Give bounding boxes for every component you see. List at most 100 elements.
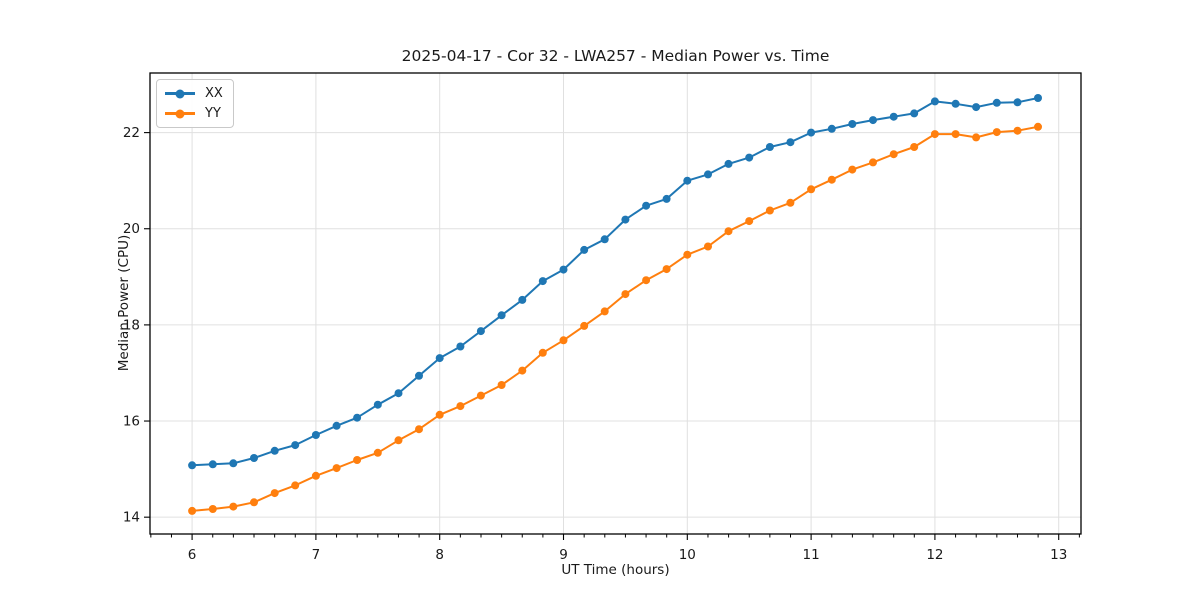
series-xx-point: [538, 277, 547, 286]
series-xx-point: [951, 99, 960, 108]
series-yy-point: [394, 436, 403, 445]
series-xx-point: [889, 112, 898, 121]
series-yy-point: [827, 175, 836, 184]
series-xx-point: [765, 143, 774, 151]
x-tick-label: 6: [188, 547, 197, 563]
series-yy-point: [250, 498, 258, 507]
series-yy-point: [600, 307, 609, 316]
series-xx-point: [662, 194, 671, 203]
series-xx-point: [786, 138, 795, 147]
series-xx-point: [456, 342, 465, 351]
legend-sample-yy: [165, 109, 195, 119]
series-xx-point: [250, 454, 258, 462]
series-yy-point: [1034, 122, 1042, 131]
series-xx-point: [992, 98, 1001, 107]
series-yy-point: [311, 471, 320, 480]
series-yy-point: [332, 464, 341, 473]
series-yy-point: [972, 133, 981, 142]
x-tick-label: 11: [803, 547, 820, 563]
series-xx-point: [497, 311, 506, 320]
x-tick-label: 10: [679, 547, 696, 563]
plot-frame: [149, 72, 1082, 535]
series-xx-point: [332, 421, 341, 430]
series-yy-point: [1013, 126, 1022, 135]
series-yy-point: [621, 290, 630, 299]
series-xx-line: [191, 97, 1039, 467]
x-tick-label: 12: [926, 547, 943, 563]
series-yy-point: [786, 198, 795, 207]
series-yy-point: [724, 227, 733, 236]
series-xx-point: [704, 170, 712, 179]
series-xx-point: [188, 461, 197, 470]
series-yy-point: [208, 505, 217, 513]
x-tick-label: 8: [435, 547, 444, 563]
series-xx-point: [910, 109, 919, 118]
series-yy-point: [683, 250, 692, 259]
series-yy-point: [476, 391, 485, 400]
series-xx-point: [930, 97, 939, 106]
series-xx-point: [476, 327, 485, 336]
series-yy-point: [848, 165, 857, 174]
series-yy-point: [229, 502, 238, 511]
series-yy-line: [191, 125, 1039, 512]
series-yy-point: [869, 158, 877, 167]
x-tick-label: 9: [559, 547, 568, 563]
series-xx-point: [848, 120, 857, 128]
legend-sample-xx: [165, 89, 195, 99]
y-tick-label: 22: [123, 125, 140, 141]
series-yy-point: [270, 489, 279, 498]
y-tick-label: 14: [123, 510, 140, 526]
series-xx-point: [972, 103, 981, 112]
series-yy-point: [188, 506, 197, 515]
series-xx-point: [394, 389, 403, 398]
series-xx-point: [415, 371, 423, 380]
series-xx-point: [807, 128, 816, 137]
series-yy-point: [456, 402, 465, 411]
series-yy-point: [930, 130, 939, 139]
x-axis-label: UT Time (hours): [561, 562, 670, 578]
series-xx-point: [291, 441, 300, 450]
series-xx-point: [580, 245, 589, 254]
legend-item-xx: XX: [165, 86, 223, 101]
series-xx-point: [621, 215, 630, 224]
series-xx-point: [600, 235, 609, 244]
series-yy-point: [291, 481, 300, 490]
series-yy-point: [353, 456, 362, 464]
y-axis-label: Median Power (CPU): [116, 234, 132, 372]
series-xx-point: [435, 354, 444, 363]
series-yy-point: [992, 128, 1001, 137]
chart-title: 2025-04-17 - Cor 32 - LWA257 - Median Po…: [401, 47, 830, 65]
series-yy-point: [807, 185, 816, 194]
y-tick-label: 18: [123, 317, 140, 333]
series-yy-point: [745, 217, 754, 226]
series-xx-point: [373, 400, 382, 409]
series-xx-point: [1013, 98, 1022, 107]
series-yy-point: [373, 448, 382, 457]
series-xx-point: [208, 460, 217, 469]
x-tick-label: 7: [312, 547, 321, 563]
series-xx-point: [353, 413, 362, 422]
series-xx-point: [745, 153, 754, 162]
legend-label-yy: YY: [205, 106, 221, 121]
series-xx-point: [827, 124, 836, 133]
series-yy-point: [642, 276, 651, 285]
series-yy-point: [889, 150, 898, 159]
series-xx-point: [724, 159, 733, 168]
series-xx-point: [311, 431, 320, 439]
series-yy-point: [704, 242, 712, 251]
series-yy-point: [765, 206, 774, 215]
series-xx-point: [270, 446, 279, 455]
series-yy-point: [662, 265, 671, 274]
series-xx-point: [869, 116, 877, 125]
series-yy-point: [559, 336, 568, 345]
series-xx-point: [1034, 94, 1042, 102]
series-xx-point: [559, 265, 568, 274]
legend-dot-icon: [175, 109, 185, 118]
series-xx-point: [683, 176, 692, 185]
series-yy-point: [497, 381, 506, 389]
legend-label-xx: XX: [205, 86, 223, 101]
series-xx-point: [518, 295, 527, 304]
series-yy-point: [951, 130, 960, 139]
